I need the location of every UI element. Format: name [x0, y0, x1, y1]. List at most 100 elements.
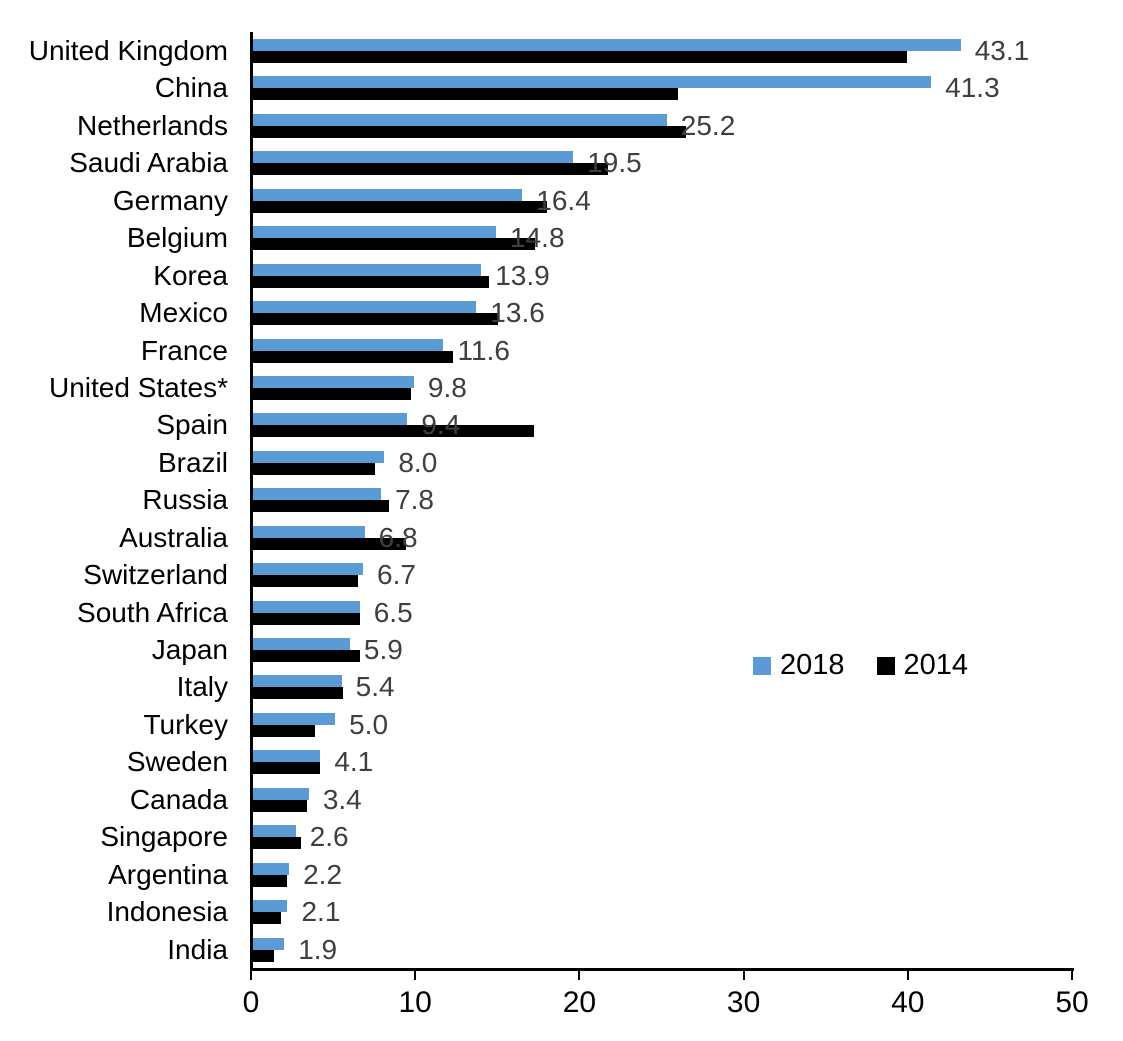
bar-pair: 3.4 [253, 781, 1074, 818]
bar-pair: 13.6 [253, 294, 1074, 331]
bar-pair: 11.6 [253, 332, 1074, 369]
value-label: 5.4 [355, 671, 395, 703]
bar-2018 [253, 301, 477, 314]
legend-swatch-2014-icon [876, 656, 895, 675]
bar-2018 [253, 375, 414, 388]
bar-2014 [253, 425, 534, 438]
x-axis [250, 968, 1074, 971]
bar-group: China 41.3 [0, 69, 1074, 106]
bar-2018 [253, 638, 350, 650]
bar-pair: 2.2 [253, 856, 1074, 893]
bar-2018 [253, 600, 360, 613]
category-label: United Kingdom [28, 35, 228, 66]
bar-pair: 2.1 [253, 893, 1074, 930]
legend-item-2014: 2014 [876, 651, 968, 680]
bar-group: Turkey 5.0 [0, 706, 1074, 743]
value-label: 43.1 [974, 35, 1030, 66]
value-label: 7.8 [395, 484, 434, 516]
bar-pair: 8.0 [253, 444, 1074, 481]
value-label: 9.4 [421, 409, 461, 441]
value-label: 41.3 [945, 72, 1000, 104]
x-axis-ticks [250, 971, 1073, 980]
bar-2018 [253, 488, 382, 501]
category-label: India [167, 933, 228, 965]
bar-group: Saudi Arabia 19.5 [0, 144, 1074, 181]
bar-2018 [253, 937, 285, 950]
bar-2018 [253, 900, 288, 913]
bar-group: United States* 9.8 [0, 369, 1074, 406]
tick-label: 10 [398, 986, 432, 1019]
bar-pair: 9.4 [253, 406, 1074, 443]
category-label: Mexico [139, 297, 228, 329]
bar-2014 [253, 200, 547, 213]
bar-group: Spain 9.4 [0, 406, 1074, 443]
bar-rows: United Kingdom 43.1 China 41.3 Netherlands 25… [0, 32, 1074, 968]
category-label: Korea [153, 259, 228, 291]
bar-2018 [253, 39, 961, 51]
bar-group: Brazil 8.0 [0, 444, 1074, 481]
bar-group: Korea 13.9 [0, 257, 1074, 294]
bar-pair: 5.9 [253, 631, 1074, 668]
bar-pair: 14.8 [253, 219, 1074, 256]
tick-label: 30 [726, 986, 761, 1019]
bar-pair: 4.1 [253, 743, 1074, 780]
category-label: Brazil [157, 446, 228, 478]
bar-2014 [253, 125, 687, 138]
value-label: 19.5 [587, 147, 642, 179]
bar-2018 [253, 76, 932, 89]
bar-group: Italy 5.4 [0, 668, 1074, 705]
bar-pair: 25.2 [253, 107, 1074, 144]
bar-2018 [253, 787, 309, 800]
value-label: 3.4 [322, 783, 362, 815]
bar-group: Mexico 13.6 [0, 294, 1074, 331]
bar-2014 [253, 163, 608, 176]
tick-label: 40 [891, 986, 925, 1019]
value-label: 9.8 [427, 371, 467, 403]
tick-label: 20 [562, 986, 597, 1019]
bar-2018 [253, 825, 296, 838]
bar-2018 [253, 675, 342, 688]
value-label: 4.1 [334, 746, 374, 778]
bar-group: Sweden 4.1 [0, 743, 1074, 780]
bar-2018 [253, 563, 363, 576]
bar-group: Japan 5.9 [0, 631, 1074, 668]
bar-2014 [253, 650, 360, 662]
value-label: 5.9 [363, 634, 403, 665]
category-label: Canada [129, 783, 228, 815]
category-label: France [140, 334, 228, 366]
bar-2018 [253, 712, 336, 725]
bar-2018 [253, 862, 290, 875]
bar-group: Canada 3.4 [0, 781, 1074, 818]
bar-group: Germany 16.4 [0, 182, 1074, 219]
x-axis-tick-labels: 0 10 20 30 40 50 [243, 986, 1089, 1020]
category-label: Belgium [126, 222, 228, 254]
bar-pair: 2.6 [253, 818, 1074, 855]
bar-2014 [253, 500, 390, 513]
tick [250, 971, 252, 980]
legend-item-2018: 2018 [753, 651, 845, 680]
bar-pair: 1.9 [253, 931, 1074, 968]
tick [742, 971, 745, 980]
value-label: 8.0 [398, 446, 438, 478]
category-label: Russia [142, 484, 228, 516]
category-label: Japan [151, 634, 228, 665]
bar-2014 [253, 275, 490, 288]
bar-2014 [253, 874, 288, 887]
bar-pair: 5.0 [253, 706, 1074, 743]
tick [906, 971, 909, 980]
bar-group: Switzerland 6.7 [0, 556, 1074, 593]
bar-2014 [253, 537, 406, 550]
bar-group: Singapore 2.6 [0, 818, 1074, 855]
bar-2018 [253, 263, 482, 276]
bar-2014 [253, 238, 536, 251]
value-label: 2.6 [309, 821, 349, 853]
bar-2014 [253, 724, 316, 737]
bar-pair: 16.4 [253, 182, 1074, 219]
value-label: 2.1 [301, 896, 341, 928]
bar-2018 [253, 413, 408, 426]
bar-pair: 43.1 [253, 32, 1074, 69]
bar-group: Netherlands 25.2 [0, 107, 1074, 144]
bar-pair: 19.5 [253, 144, 1074, 181]
category-label: Spain [156, 409, 228, 441]
